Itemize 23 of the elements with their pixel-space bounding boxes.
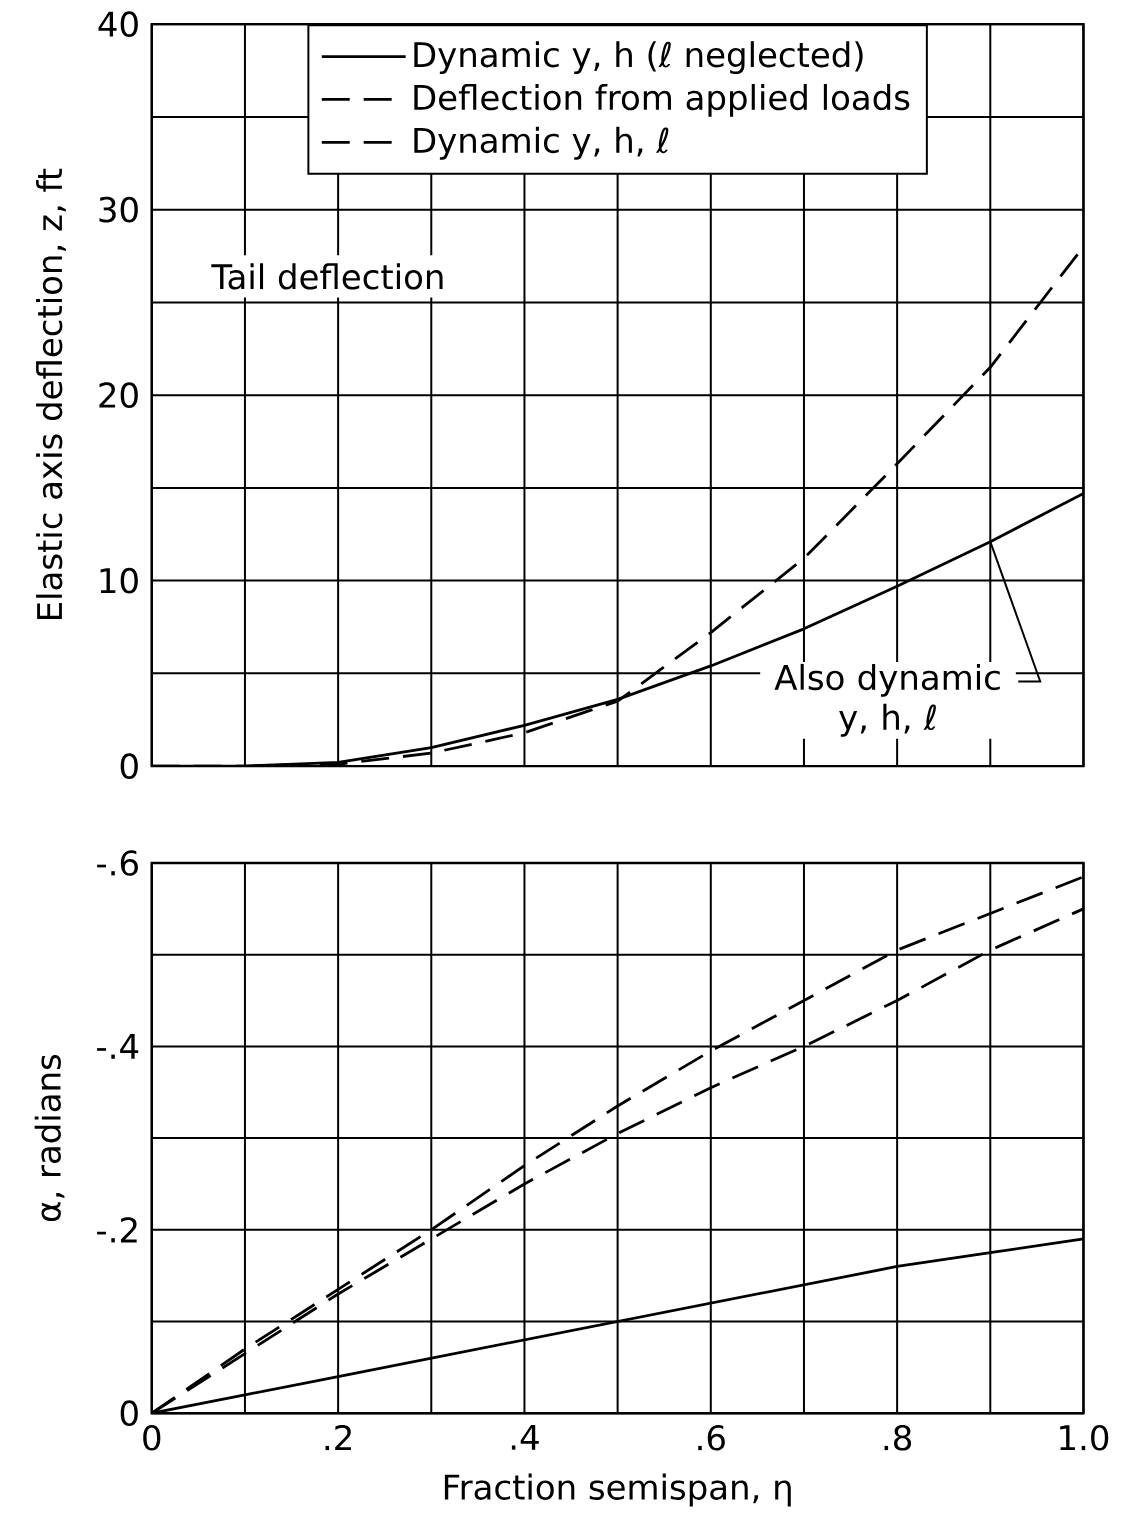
- annotation: Tail deflection: [211, 263, 443, 290]
- legend-label: Dynamic y, h (ℓ neglected): [414, 41, 863, 74]
- y-tick-label: 0: [120, 1400, 138, 1427]
- x-tick-label: .4: [512, 1424, 539, 1450]
- y-axis-title: Elastic axis deflection, z, ft: [36, 168, 66, 620]
- y-tick-label: -.4: [97, 1034, 139, 1059]
- x-tick-label: 0: [143, 1424, 161, 1451]
- y-tick-label: 10: [100, 567, 138, 594]
- y-tick-label: -.2: [97, 1217, 137, 1243]
- y-tick-label: 0: [120, 753, 138, 779]
- x-tick-label: .2: [325, 1424, 352, 1451]
- legend-label: Dynamic y, h, ℓ: [414, 126, 669, 160]
- y-tick-label: -.6: [97, 850, 139, 876]
- x-tick-label: .8: [884, 1424, 912, 1451]
- y-tick-label: 40: [98, 11, 138, 37]
- y-tick-label: 20: [99, 382, 138, 408]
- annotation: Also dynamic y, h, ℓ: [774, 663, 1000, 737]
- x-axis-title: Fraction semispan, η: [445, 1473, 791, 1507]
- legend-label: Deflection from applied loads: [414, 84, 910, 117]
- y-axis-title: α, radians: [34, 1054, 65, 1222]
- x-tick-label: 1.0: [1060, 1424, 1109, 1451]
- y-tick-label: 30: [99, 196, 138, 223]
- x-tick-label: .6: [698, 1424, 725, 1451]
